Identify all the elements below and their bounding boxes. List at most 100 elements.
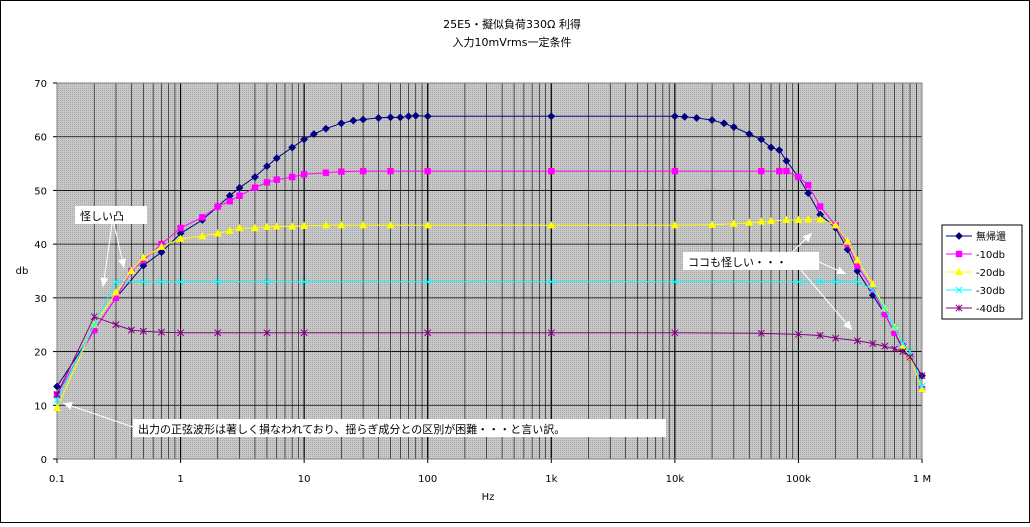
data-point <box>757 217 766 225</box>
data-point <box>288 173 296 181</box>
data-point <box>868 280 877 288</box>
data-point <box>906 348 914 356</box>
series-3 <box>52 215 927 412</box>
annotation-here-text: ココも怪しい・・・ <box>688 255 787 269</box>
data-point <box>225 226 234 234</box>
data-point <box>337 119 346 128</box>
data-point <box>387 167 394 175</box>
annotation-arrowhead <box>100 277 109 287</box>
data-point <box>869 339 877 348</box>
data-point <box>853 267 862 275</box>
annotation-arrowhead <box>118 258 126 268</box>
data-point <box>374 114 383 122</box>
data-point <box>720 119 728 128</box>
data-point <box>955 250 963 258</box>
x-tick-label: 1k <box>545 474 557 485</box>
legend-entry-2: -10db <box>946 250 1005 261</box>
data-point <box>411 111 420 120</box>
data-point <box>359 221 368 229</box>
data-point <box>729 123 738 131</box>
data-point <box>670 112 679 121</box>
data-point <box>853 256 862 264</box>
data-point <box>670 221 679 229</box>
data-point <box>954 267 964 276</box>
annotation-arrowhead <box>843 320 852 330</box>
data-point <box>816 203 824 210</box>
data-point <box>881 342 889 350</box>
data-point <box>236 192 243 200</box>
y-tick-label: 50 <box>34 186 47 197</box>
data-point <box>729 219 738 227</box>
data-point <box>251 173 259 181</box>
data-point <box>692 114 701 122</box>
data-point <box>548 167 555 175</box>
data-point <box>288 222 297 230</box>
data-point <box>804 215 813 223</box>
x-tick-label: 10k <box>666 474 685 485</box>
data-point <box>139 253 148 261</box>
data-point <box>775 146 784 155</box>
y-tick-label: 40 <box>34 240 47 251</box>
data-point <box>680 112 689 121</box>
x-tick-label: 1 M <box>913 474 931 485</box>
data-point <box>157 278 165 286</box>
data-point <box>263 329 271 337</box>
data-point <box>263 179 271 186</box>
data-point <box>177 278 185 286</box>
data-point <box>899 348 907 356</box>
y-axis-label: db <box>16 266 29 277</box>
data-point <box>906 353 914 361</box>
legend-label: -10db <box>976 250 1005 261</box>
data-point <box>396 113 405 122</box>
data-point <box>177 329 185 337</box>
data-point <box>843 237 852 245</box>
data-point <box>112 321 120 329</box>
annotation-arrow <box>102 223 113 288</box>
data-point <box>881 305 889 313</box>
data-point <box>263 162 271 171</box>
data-point <box>745 218 754 226</box>
data-point <box>157 248 166 257</box>
x-tick-label: 0.1 <box>49 474 65 485</box>
data-point <box>745 130 754 138</box>
data-point <box>766 216 776 225</box>
data-point <box>127 266 136 275</box>
data-point <box>782 215 791 224</box>
data-point <box>816 331 824 340</box>
data-point <box>782 156 791 165</box>
data-point <box>300 221 309 229</box>
data-point <box>127 326 135 334</box>
chart-subtitle: 入力10mVrms一定条件 <box>452 35 571 49</box>
annotation-excuse-text: 出力の正弦波形は著しく損なわれており、揺らぎ成分との区別が困難・・・と言い訳。 <box>138 422 565 436</box>
legend-entry-5: -40db <box>946 304 1005 315</box>
data-point <box>547 329 555 337</box>
data-point <box>708 116 716 124</box>
data-point <box>90 321 98 329</box>
annotation-excuse: 出力の正弦波形は著しく損なわれており、揺らぎ成分との区別が困難・・・と言い訳。 <box>133 419 666 437</box>
data-point <box>226 197 233 205</box>
data-point <box>310 130 318 138</box>
data-point <box>671 278 679 286</box>
series-5 <box>53 313 926 399</box>
data-point <box>177 224 184 232</box>
data-point <box>322 169 330 176</box>
data-point <box>424 329 432 337</box>
data-point <box>832 334 840 342</box>
data-point <box>111 288 121 296</box>
data-point <box>794 330 802 338</box>
chart-title: 25E5・擬似負荷330Ω 利得 <box>443 17 581 31</box>
plot-area <box>57 83 922 459</box>
data-point <box>758 167 765 175</box>
data-point <box>386 221 395 229</box>
data-point <box>235 223 244 232</box>
legend-label: -30db <box>976 286 1005 297</box>
data-point <box>139 278 147 286</box>
data-point <box>767 143 775 152</box>
data-point <box>891 323 899 331</box>
y-tick-label: 10 <box>34 401 47 412</box>
annotation-excuse-box <box>133 419 666 437</box>
data-point <box>547 112 556 121</box>
data-point <box>199 214 206 221</box>
